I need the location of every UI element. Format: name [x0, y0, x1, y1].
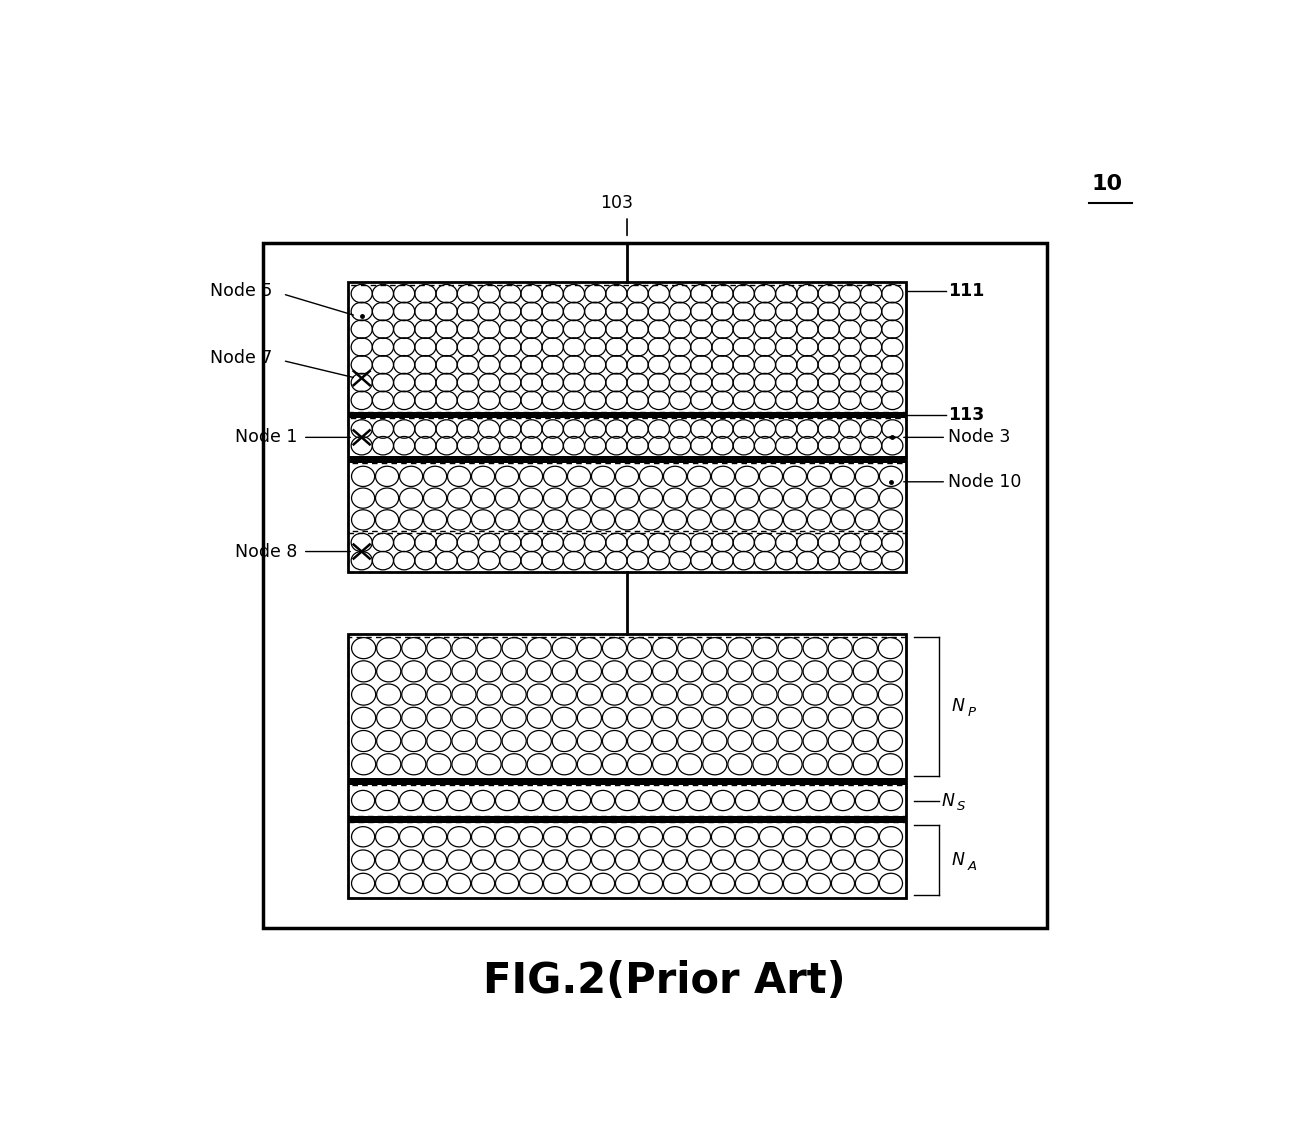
Bar: [348, 284, 905, 412]
Bar: [348, 411, 905, 418]
Text: A: A: [968, 860, 977, 872]
Bar: [348, 636, 905, 779]
Bar: [348, 282, 905, 572]
Bar: [348, 817, 905, 822]
Text: Node 7: Node 7: [210, 349, 272, 367]
Bar: [348, 457, 905, 463]
Text: Node 1: Node 1: [236, 428, 298, 447]
Text: Node 8: Node 8: [236, 542, 298, 561]
Bar: [348, 531, 905, 572]
Text: 111: 111: [948, 282, 984, 300]
Text: Node 5: Node 5: [210, 282, 272, 300]
Bar: [348, 463, 905, 533]
Text: N: N: [942, 791, 955, 810]
Text: N: N: [951, 851, 964, 869]
Text: P: P: [968, 706, 975, 718]
Text: N: N: [951, 698, 964, 715]
Bar: [262, 242, 1047, 928]
Bar: [348, 634, 905, 898]
Text: Node 3: Node 3: [948, 428, 1010, 447]
Text: 113: 113: [948, 405, 984, 424]
Bar: [348, 822, 905, 898]
Bar: [348, 785, 905, 817]
Text: FIG.2(Prior Art): FIG.2(Prior Art): [484, 960, 846, 1003]
Text: S: S: [957, 801, 965, 813]
Text: 103: 103: [601, 194, 633, 211]
Bar: [348, 779, 905, 785]
Text: Node 10: Node 10: [948, 473, 1022, 491]
Text: 10: 10: [1092, 175, 1123, 194]
Bar: [348, 418, 905, 457]
